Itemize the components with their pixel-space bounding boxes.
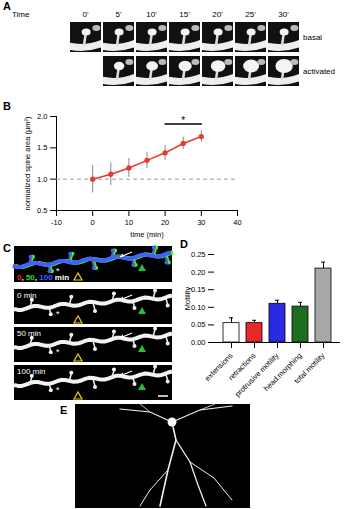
svg-text:time (min): time (min) [130,230,164,239]
svg-text:D: D [180,238,188,250]
svg-text:normalized spine area (µm²): normalized spine area (µm²) [23,116,32,210]
svg-text:total motility: total motility [292,351,327,386]
svg-text:0: 0 [91,218,95,227]
svg-text:0.10: 0.10 [191,303,206,312]
svg-text:20': 20' [212,10,223,19]
svg-text:0, 50, 100 min: 0, 50, 100 min [17,273,69,282]
svg-text:15': 15' [179,10,190,19]
svg-text:A: A [3,0,11,12]
svg-text:B: B [3,100,11,112]
svg-text:0.05: 0.05 [191,320,206,329]
svg-text:C: C [3,242,11,254]
svg-text:10': 10' [146,10,157,19]
svg-text:*: * [56,385,60,395]
svg-text:*: * [56,309,60,319]
svg-text:*: * [56,347,60,357]
svg-text:0.00: 0.00 [191,338,206,347]
svg-text:30: 30 [197,218,205,227]
svg-text:head morphing: head morphing [262,351,304,393]
svg-text:40: 40 [233,218,241,227]
svg-text:2.0: 2.0 [37,112,47,121]
svg-text:1.0: 1.0 [37,175,47,184]
svg-text:0.25: 0.25 [191,250,206,259]
svg-text:1.5: 1.5 [37,143,47,152]
svg-text:-10: -10 [51,218,62,227]
svg-text:25': 25' [245,10,256,19]
svg-text:Time: Time [12,10,30,19]
svg-text:30': 30' [278,10,289,19]
svg-text:E: E [60,404,67,416]
svg-text:5': 5' [116,10,122,19]
svg-text:10: 10 [125,218,133,227]
svg-text:Motility: Motility [183,287,192,311]
svg-text:0 min: 0 min [17,291,37,300]
svg-text:0.15: 0.15 [191,285,206,294]
svg-text:retractions: retractions [226,351,258,383]
svg-text:50 min: 50 min [17,329,41,338]
svg-text:extensions: extensions [202,351,235,383]
svg-text:protrusive motility: protrusive motility [233,351,281,399]
svg-text:0': 0' [83,10,89,19]
svg-text:0.5: 0.5 [37,206,47,215]
svg-text:activated: activated [303,67,335,76]
svg-text:100 min: 100 min [17,367,45,376]
svg-text:*: * [181,115,185,126]
svg-text:0.20: 0.20 [191,268,206,277]
svg-text:basal: basal [303,33,322,42]
svg-text:20: 20 [161,218,169,227]
